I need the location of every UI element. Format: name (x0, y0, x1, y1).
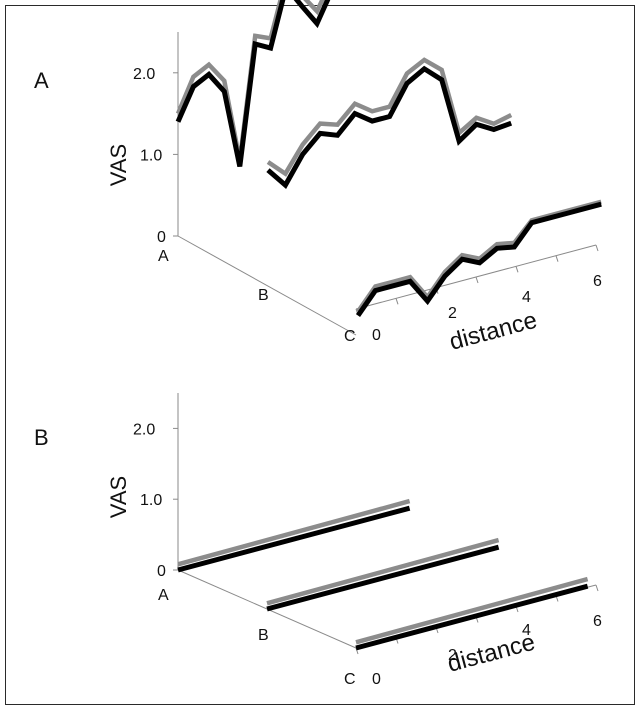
x-tick-label: 0 (372, 671, 381, 688)
series-line-c-black (355, 583, 589, 651)
y-tick-label: 0 (157, 229, 166, 246)
x-tick-mark (555, 255, 559, 262)
y-tick-label: 1.0 (140, 492, 162, 509)
x-tick-mark (595, 244, 599, 252)
series-line-b-gray (266, 57, 513, 177)
series-line-b-black (266, 544, 500, 612)
x-tick-label: 0 (372, 327, 381, 344)
depth-axis-line (177, 235, 357, 336)
series-line-c-black (355, 201, 602, 318)
x-tick-mark (515, 266, 519, 273)
x-tick-label: 4 (522, 289, 531, 306)
series-line-a-gray (175, 0, 325, 162)
series-line-a-black (175, 0, 331, 168)
x-tick-mark (595, 584, 599, 592)
depth-tick-label: B (258, 627, 269, 644)
y-axis-label: VAS (106, 144, 131, 186)
x-axis-label: distance (445, 629, 538, 678)
depth-tick-label: A (158, 587, 169, 604)
series-line-a-black (177, 505, 411, 573)
series-line-c-gray (356, 199, 602, 313)
x-tick-label: 6 (593, 613, 602, 630)
y-tick-label: 2.0 (133, 421, 155, 438)
panel-letter: A (34, 68, 49, 93)
depth-tick-label: C (344, 671, 356, 688)
depth-tick-label: C (344, 328, 356, 345)
panel-letter: B (34, 425, 49, 450)
y-tick-label: 2.0 (133, 66, 155, 83)
series-line-b-gray (266, 537, 500, 606)
depth-tick-label: B (258, 287, 269, 304)
x-tick-label: 6 (593, 273, 602, 290)
x-tick-label: 2 (448, 647, 457, 664)
x-tick-label: 2 (448, 305, 457, 322)
y-tick-label: 1.0 (140, 147, 162, 164)
series-line-c-gray (355, 576, 589, 645)
x-axis-label: distance (447, 307, 540, 356)
series-line-b-black (266, 65, 513, 189)
depth-tick-label: A (158, 248, 169, 265)
y-axis-label: VAS (106, 476, 131, 518)
x-tick-mark (395, 298, 399, 305)
series-line-a-gray (177, 498, 411, 567)
x-tick-mark (475, 276, 479, 284)
y-tick-label: 0 (157, 563, 166, 580)
x-tick-label: 4 (522, 622, 531, 639)
